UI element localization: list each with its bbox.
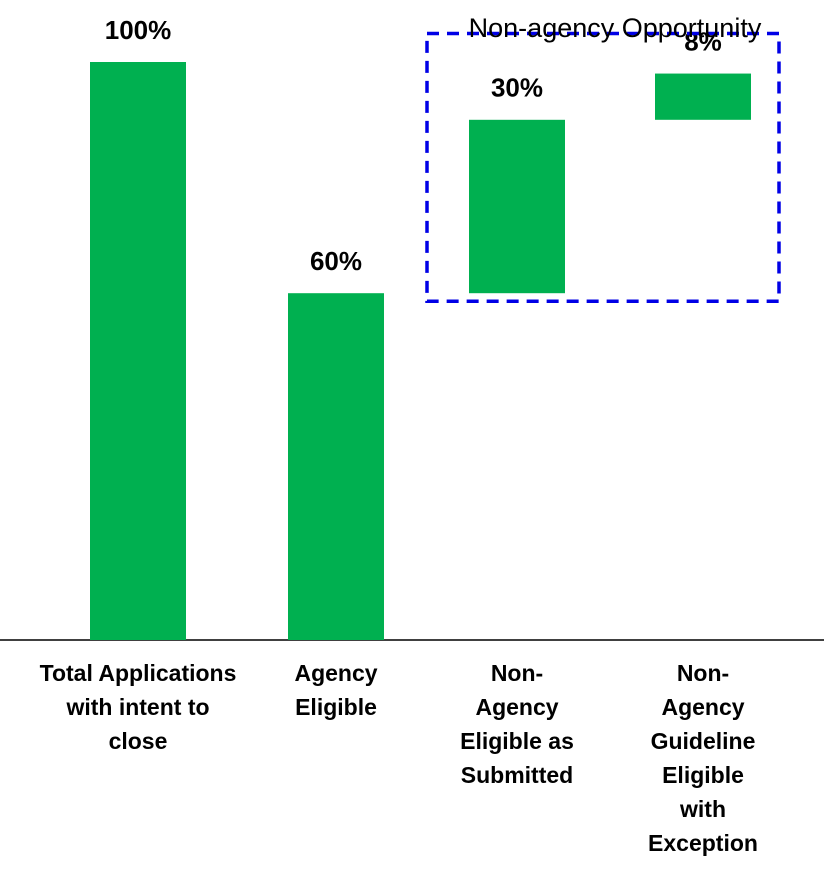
value-label: 30% bbox=[491, 73, 543, 103]
value-label: 100% bbox=[105, 15, 172, 45]
bar bbox=[655, 73, 751, 120]
bar bbox=[90, 62, 186, 640]
value-label: 60% bbox=[310, 246, 362, 276]
category-label: Non-Agency Eligible as Submitted bbox=[460, 660, 574, 788]
bar bbox=[469, 119, 565, 294]
category-label: Non-Agency Guideline Eligible with Excep… bbox=[648, 660, 758, 856]
bar bbox=[288, 293, 384, 640]
opportunity-box bbox=[425, 31, 781, 303]
category-label: Total Applications with intent to close bbox=[39, 660, 237, 754]
value-label: 8% bbox=[684, 26, 722, 56]
category-label: Agency Eligible bbox=[294, 660, 378, 720]
annotation: Non-agency Opportunity bbox=[469, 13, 762, 43]
